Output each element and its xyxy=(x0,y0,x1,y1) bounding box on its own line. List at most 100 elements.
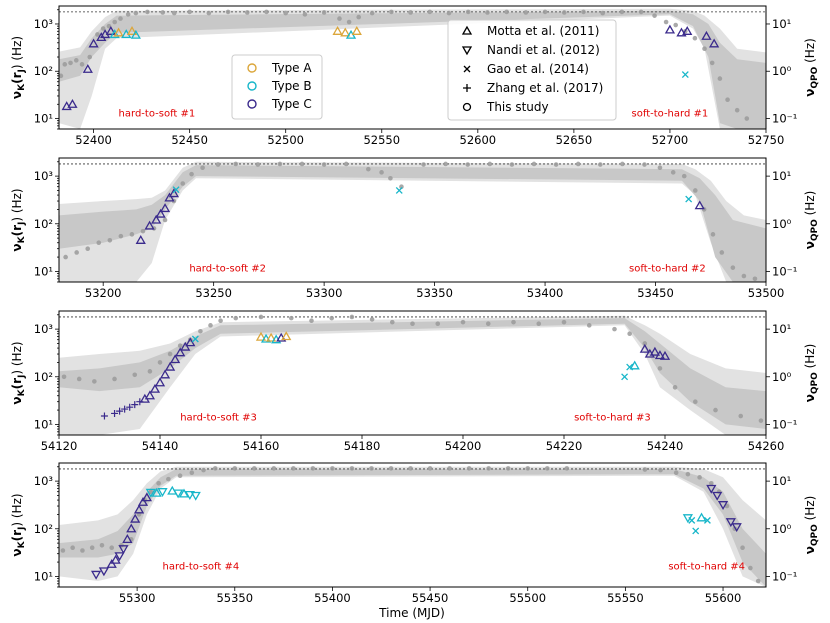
x-tick-label: 55600 xyxy=(705,591,742,605)
data-point xyxy=(485,321,491,326)
y-tick-label-left: 10³ xyxy=(34,17,54,31)
data-point xyxy=(369,317,375,322)
qpo-marker xyxy=(681,71,689,79)
legend-marker-circle xyxy=(247,99,257,109)
data-point xyxy=(581,9,586,15)
x-tick-label: 55300 xyxy=(119,591,156,605)
qpo-marker xyxy=(82,63,93,73)
x-tick-label: 54140 xyxy=(142,439,179,453)
data-point xyxy=(255,162,261,167)
data-point xyxy=(427,9,433,15)
y-tick-label-left: 10³ xyxy=(34,169,54,183)
data-point xyxy=(106,23,112,29)
qpo-marker xyxy=(133,504,145,514)
data-point xyxy=(95,32,100,37)
qpo-marker xyxy=(114,552,125,562)
data-point xyxy=(346,19,352,25)
data-point xyxy=(575,161,581,167)
qpo-marker xyxy=(113,27,124,37)
data-point xyxy=(343,161,349,167)
qpo-marker xyxy=(178,488,190,498)
data-point xyxy=(673,22,679,28)
data-point xyxy=(657,366,663,371)
qpo-marker xyxy=(694,200,705,210)
qpo-marker xyxy=(180,341,191,351)
qpo-marker xyxy=(164,361,176,371)
data-point xyxy=(369,466,374,471)
qpo-marker xyxy=(105,25,116,35)
data-point xyxy=(710,232,716,237)
data-point xyxy=(663,19,669,25)
x-tick-label: 53250 xyxy=(195,286,232,300)
legend-label: Motta et al. (2011) xyxy=(487,24,599,38)
data-point xyxy=(719,250,725,255)
data-point xyxy=(349,466,355,471)
x-axis-label: Time (MJD) xyxy=(378,606,445,620)
x-tick-label: 52450 xyxy=(171,133,208,147)
qpo-marker xyxy=(725,518,736,528)
data-point xyxy=(148,489,154,494)
data-point xyxy=(177,473,183,478)
data-point xyxy=(201,467,206,473)
data-point xyxy=(187,9,192,15)
axes-frame xyxy=(58,310,767,436)
transition-annotation: hard-to-soft #1 xyxy=(119,109,196,120)
transition-annotation: soft-to-hard #1 xyxy=(632,109,709,120)
x-mark-icon xyxy=(463,65,471,73)
data-point xyxy=(408,466,413,471)
axes-frame xyxy=(58,462,767,588)
data-point xyxy=(68,60,73,66)
data-point xyxy=(80,548,85,553)
y-tick-label-right: 10¹ xyxy=(772,169,791,183)
data-point xyxy=(709,60,715,66)
y-tick-label-right: 10⁻¹ xyxy=(772,264,797,278)
data-point xyxy=(166,476,171,482)
data-point xyxy=(485,10,490,15)
qpo-marker xyxy=(688,516,696,524)
data-point xyxy=(189,470,195,476)
qpo-marker xyxy=(88,38,99,48)
data-point xyxy=(147,369,153,374)
data-point xyxy=(486,466,491,471)
x-tick-label: 54260 xyxy=(748,439,785,453)
x-tick-label: 55550 xyxy=(607,591,644,605)
data-point xyxy=(225,9,231,15)
data-point xyxy=(63,254,68,260)
data-point xyxy=(309,318,314,324)
data-point xyxy=(356,14,362,20)
qpo-marker xyxy=(685,195,693,203)
data-point xyxy=(619,9,625,15)
qpo-marker xyxy=(170,354,181,364)
x-tick-label: 53300 xyxy=(306,286,343,300)
data-point xyxy=(60,548,66,553)
qpo-marker xyxy=(184,491,195,500)
qpo-marker xyxy=(664,24,676,34)
y-axis-label-right: νQPO (Hz) xyxy=(803,191,820,250)
data-point xyxy=(329,315,335,321)
data-point xyxy=(160,10,166,15)
data-point xyxy=(218,318,223,324)
data-point xyxy=(740,545,745,551)
data-point xyxy=(112,376,117,382)
qpo-marker xyxy=(281,331,292,341)
data-point xyxy=(553,162,559,167)
x-tick-label: 52750 xyxy=(748,133,785,147)
data-point xyxy=(62,62,68,67)
data-point xyxy=(446,10,452,16)
data-point xyxy=(133,10,139,16)
x-tick-label: 55350 xyxy=(216,591,253,605)
qpo-marker xyxy=(157,488,168,498)
data-point xyxy=(112,19,118,25)
x-tick-label: 54220 xyxy=(546,439,583,453)
data-point xyxy=(638,9,644,15)
y-tick-label-right: 10⁻¹ xyxy=(772,112,797,126)
qpo-marker xyxy=(159,369,171,379)
data-point xyxy=(752,276,758,282)
data-point xyxy=(561,10,567,15)
data-point xyxy=(421,162,426,167)
legend-label: Nandi et al. (2012) xyxy=(487,43,600,57)
uncertainty-band-outer xyxy=(59,315,766,435)
qpo-marker xyxy=(682,25,693,35)
qpo-marker xyxy=(131,401,139,409)
qpo-marker xyxy=(110,554,121,564)
